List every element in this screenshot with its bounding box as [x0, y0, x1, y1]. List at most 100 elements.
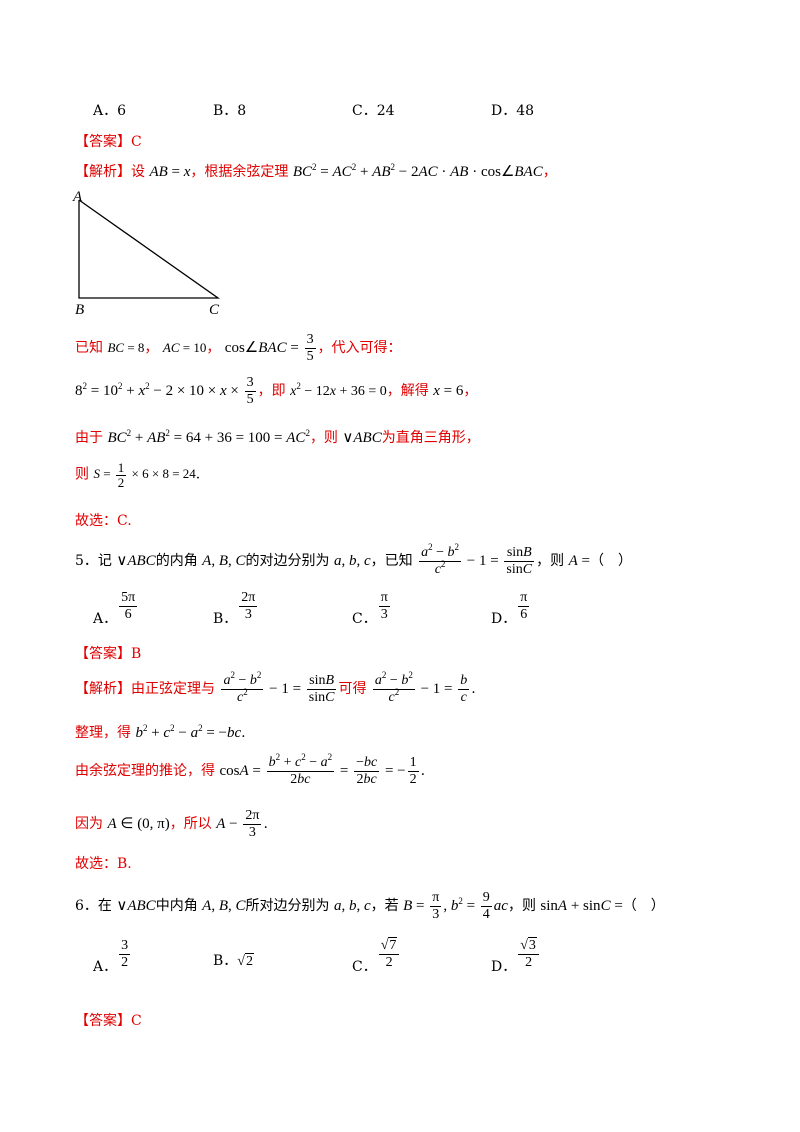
- math-simplified: b2 + c2 − a2 = −bc: [135, 723, 242, 742]
- math-x-6: x = 6: [433, 382, 464, 399]
- math-sides: a, b, c: [333, 552, 371, 569]
- yinwei-text: 因为: [75, 815, 103, 832]
- jiede-text: ，解得: [386, 382, 429, 399]
- q6-stem-num: 6．在: [75, 897, 112, 914]
- q5-stem: 5．记 ∨ABC的内角 A, B, C的对边分别为 a, b, c，已知 a2 …: [75, 542, 632, 578]
- vertex-label-c: C: [209, 302, 220, 316]
- option-value: √3 2: [518, 937, 539, 971]
- option-value: √2: [237, 953, 254, 969]
- math-angles: A, B, C: [202, 552, 246, 569]
- answer-label: 【答案】: [75, 134, 131, 150]
- q6-option-b: B．√2: [213, 938, 254, 969]
- q4-option-c: C．24: [352, 103, 395, 119]
- triangle-figure: A B C: [72, 189, 221, 316]
- q6-stem-d: ，则: [507, 897, 536, 914]
- math-triangle-abc: ∨ABC: [116, 552, 156, 569]
- q6-stem-a: 中内角: [155, 897, 198, 914]
- math-cos-a: cosA = b2 + c2 − a2 2bc = −bc 2bc = −1 2: [219, 752, 419, 787]
- q5-stem-num: 5．记: [75, 552, 112, 569]
- q5-guxuan: 故选：B.: [75, 856, 132, 872]
- math-cosine-law: BC2 = AC2 + AB2 − 2AC · AB · cos∠BAC: [292, 162, 543, 181]
- answer-label: 【答案】: [75, 1013, 131, 1029]
- math-sides: a, b, c: [333, 897, 371, 914]
- q5-zhengli-line: 整理，得 b2 + c2 − a2 = −bc.: [75, 723, 246, 742]
- q6-answer: 【答案】C: [75, 1010, 142, 1030]
- option-letter: C．: [352, 958, 377, 975]
- math-a-range: A ∈ (0, π): [107, 815, 170, 832]
- analysis-label: 【解析】: [75, 164, 131, 180]
- q4-option-d: D．48: [491, 103, 535, 119]
- q4-options: A．6 B．8 C．24 D．48: [93, 100, 713, 120]
- vertex-label-b: B: [75, 302, 84, 316]
- q5-stem-a: 的内角: [155, 552, 198, 569]
- math-triangle-abc: ∨ABC: [342, 430, 382, 446]
- analysis-label: 【解析】: [75, 680, 131, 697]
- answer-value: B: [131, 646, 142, 662]
- q5-option-d: D． π 6: [491, 590, 531, 627]
- q4-equation-line: 82 = 102 + x2 − 2 × 10 × x × 3 5 ，即 x2 − 1…: [75, 375, 478, 407]
- suoyi-text: ，所以: [169, 815, 212, 832]
- option-letter: C．: [352, 610, 377, 627]
- q4-option-b: B．8: [213, 103, 247, 119]
- q5-option-a: A． 5π 6: [93, 590, 139, 627]
- math-a-value: A − 2π 3: [216, 808, 262, 840]
- ze-text: 则: [75, 466, 89, 483]
- q6-option-d: D． √3 2: [491, 937, 541, 975]
- q5-stem-c: ，已知: [370, 552, 413, 569]
- q5-options: A． 5π 6 B． 2π 3 C． π 3 D． π 6: [93, 590, 713, 630]
- rt-text: 为直角三角形，: [381, 430, 480, 446]
- q5-option-c: C． π 3: [352, 590, 392, 627]
- option-value: 5π 6: [119, 590, 138, 622]
- ji-text: ，即: [257, 382, 286, 399]
- q5-stem-d: ，则: [536, 552, 565, 569]
- analysis-mid: ，根据余弦定理: [190, 164, 289, 180]
- q5-stem-b: 的对边分别为: [245, 552, 330, 569]
- q5-analysis-line1: 【解析】由正弦定理与 a2 − b2 c2 − 1 = sinB sinC 可得 a2…: [75, 670, 476, 706]
- tuilun-text: 由余弦定理的推论，得: [75, 762, 215, 779]
- q4-pythag-line: 由于 BC2 + AB2 = 64 + 36 = 100 = AC2，则 ∨AB…: [75, 427, 480, 447]
- option-letter: B．: [213, 953, 238, 969]
- math-pythag: BC2 + AB2 = 64 + 36 = 100 = AC2: [107, 428, 310, 447]
- option-value: 2π 3: [239, 590, 258, 622]
- math-triangle-abc: ∨ABC: [116, 897, 156, 914]
- answer-label: 【答案】: [75, 646, 131, 662]
- q6-stem-b: 所对边分别为: [245, 897, 330, 914]
- analysis-b: 可得: [338, 680, 367, 697]
- ze-rt-text: ，则: [309, 430, 338, 446]
- math-angles: A, B, C: [202, 897, 246, 914]
- q5-tuilun-line: 由余弦定理的推论，得 cosA = b2 + c2 − a2 2bc = −bc 2…: [75, 752, 426, 788]
- math-ab-eq-x: AB = x: [149, 164, 191, 180]
- option-letter: A．: [93, 610, 118, 627]
- q4-known-line: 已知 BC = 8， AC = 10， cos∠BAC = 3 5 ，代入可得：: [75, 332, 402, 364]
- zhengli-text: 整理，得: [75, 725, 131, 741]
- math-ac-10: AC = 10: [162, 339, 207, 355]
- analysis-a: 由正弦定理与: [131, 680, 215, 697]
- q6-stem: 6．在 ∨ABC中内角 A, B, C所对边分别为 a, b, c，若 B = …: [75, 890, 665, 922]
- math-sin-sum: sinA + sinC =: [540, 897, 623, 914]
- math-a-eq: A =: [568, 552, 590, 569]
- answer-value: C: [131, 134, 142, 150]
- q5-answer: 【答案】B: [75, 643, 141, 663]
- q4-guxuan: 故选：C.: [75, 513, 132, 529]
- math-bc-8: BC = 8: [107, 339, 145, 355]
- youyu-text: 由于: [75, 430, 103, 446]
- analysis-intro: 设: [131, 164, 145, 180]
- subst-label: ，代入可得：: [317, 339, 402, 356]
- option-letter: D．: [491, 958, 517, 975]
- option-letter: B．: [213, 610, 238, 627]
- q4-option-a: A．6: [93, 103, 127, 119]
- math-condition: a2 − b2 c2 − 1 = sinB sinC: [419, 542, 535, 577]
- q5-yinwei-line: 因为 A ∈ (0, π)，所以 A − 2π 3.: [75, 808, 268, 840]
- q4-answer: 【答案】C: [75, 131, 142, 151]
- q6-option-c: C． √7 2: [352, 937, 401, 975]
- q6-options: A． 3 2 B．√2 C． √7 2 D． √3 2: [93, 937, 713, 978]
- math-condition: a2 − b2 c2 − 1 = sinB sinC: [221, 670, 337, 705]
